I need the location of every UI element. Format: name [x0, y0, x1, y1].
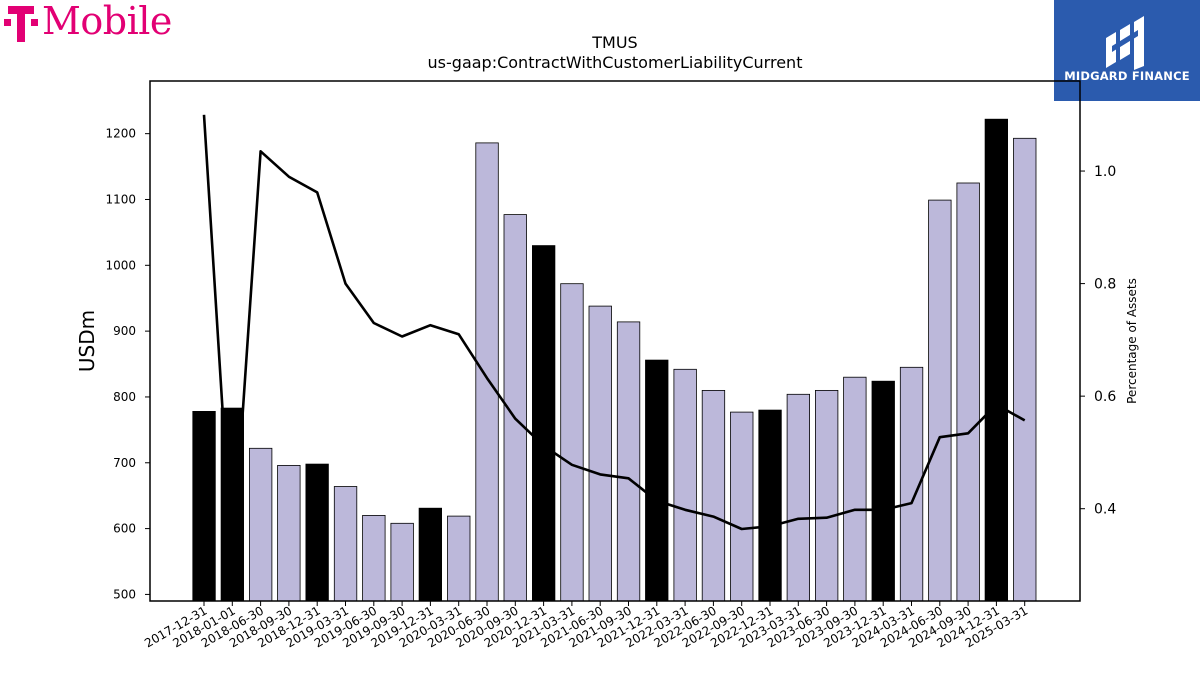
bar [730, 411, 754, 602]
bar [758, 409, 782, 602]
y-axis-right: 0.4 0.6 0.8 1.0 [1080, 164, 1116, 518]
bar [984, 118, 1008, 602]
bar [956, 182, 980, 602]
bar [192, 410, 216, 602]
tmobile-wordmark: Mobile [42, 0, 172, 43]
y-tick-label: 800 [113, 390, 136, 404]
midgard-finance-logo: MIDGARD FINANCE [1054, 0, 1200, 101]
y-tick-label: 1100 [105, 192, 136, 206]
bar [645, 359, 669, 602]
bar [588, 305, 612, 602]
midgard-wordmark: MIDGARD FINANCE [1064, 69, 1190, 83]
y2-tick-label: 0.8 [1094, 277, 1116, 293]
bar [673, 368, 697, 602]
t-logo-icon [4, 6, 38, 42]
bar [786, 393, 810, 602]
bar [616, 321, 641, 602]
bar [447, 515, 471, 602]
bar [475, 142, 499, 602]
y-tick-label: 600 [113, 522, 136, 536]
bar [928, 199, 952, 602]
midgard-mark-icon [1106, 16, 1144, 70]
bar [560, 283, 584, 602]
bar [418, 507, 443, 602]
line-series [202, 114, 1026, 567]
y2-tick-label: 0.4 [1094, 502, 1116, 518]
y-tick-label: 1000 [105, 258, 136, 272]
y-axis-label: USDm [75, 310, 99, 372]
bar [843, 376, 867, 602]
chart-title: TMUS [591, 33, 637, 52]
plot-frame [149, 80, 1081, 602]
tmobile-logo: Mobile [4, 0, 184, 46]
y-tick-label: 1200 [105, 127, 136, 141]
chart-subtitle: us-gaap:ContractWithCustomerLiabilityCur… [428, 53, 803, 72]
y2-axis-label: Percentage of Assets [1125, 278, 1139, 404]
bar [1013, 137, 1037, 602]
bar-group [192, 118, 1037, 602]
bar [390, 522, 414, 602]
line-layer [202, 114, 1026, 567]
x-axis: 2017-12-312018-01-012018-06-302018-09-30… [142, 601, 1030, 650]
y2-tick-label: 1.0 [1094, 164, 1116, 180]
bar [871, 380, 895, 602]
y-tick-label: 500 [113, 587, 136, 601]
bar [277, 464, 301, 602]
bar [305, 463, 329, 602]
bar [248, 447, 273, 602]
y-tick-label: 700 [113, 456, 136, 470]
y2-tick-label: 0.6 [1094, 389, 1116, 405]
bar [532, 245, 556, 602]
bar [701, 389, 726, 602]
bar [815, 389, 839, 602]
bar [362, 515, 386, 602]
y-tick-label: 900 [113, 324, 136, 338]
y-axis-left: 500 600 700 800 900 1000 1100 1200 [105, 127, 150, 601]
bar [333, 486, 358, 602]
